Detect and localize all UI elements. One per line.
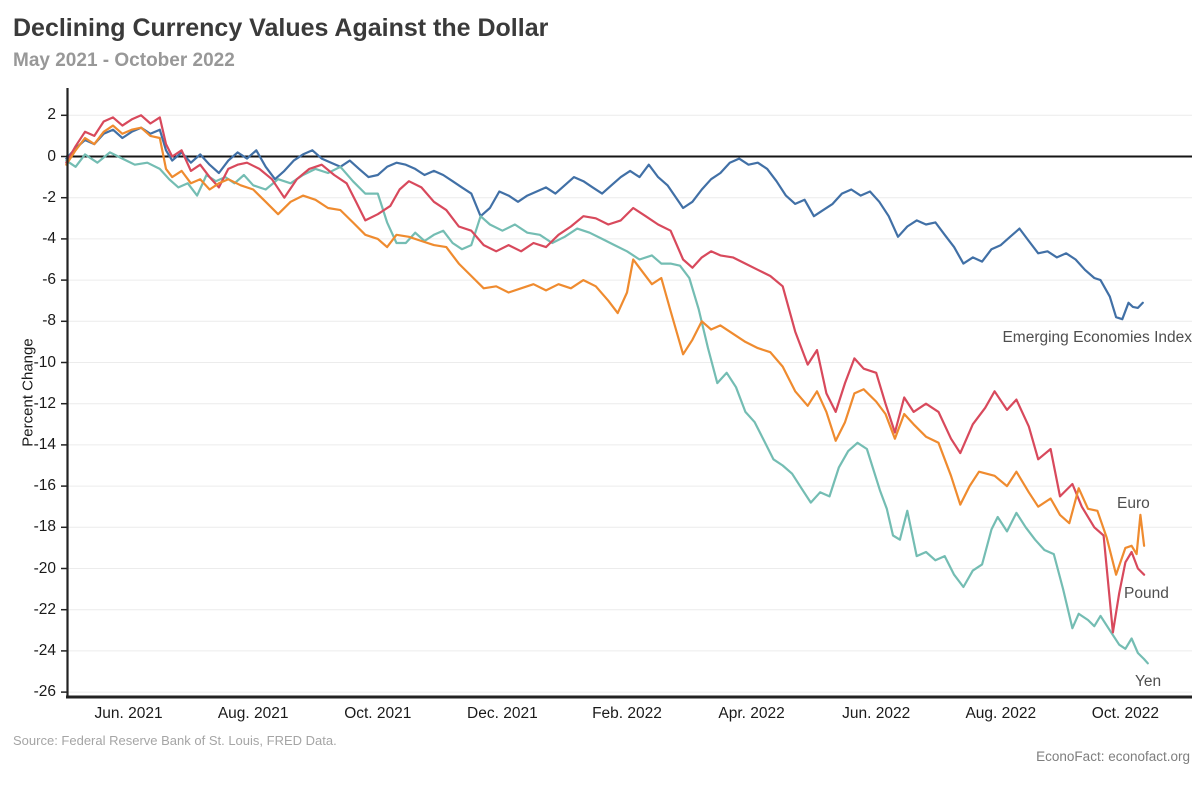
series-label-yen: Yen [1135, 673, 1162, 690]
x-tick-label: Aug. 2022 [965, 705, 1037, 722]
x-tick-label: Apr. 2022 [718, 705, 785, 722]
series-label-euro: Euro [1117, 495, 1150, 512]
y-tick-label: -6 [42, 271, 56, 289]
y-tick-label: -16 [33, 477, 56, 495]
x-tick-label: Oct. 2021 [344, 705, 412, 722]
series-label-pound: Pound [1124, 585, 1169, 602]
page-title: Declining Currency Values Against the Do… [13, 14, 549, 42]
y-tick-label: 0 [47, 147, 56, 165]
y-tick-label: -20 [33, 559, 56, 577]
source-note: Source: Federal Reserve Bank of St. Loui… [13, 733, 337, 748]
y-tick-label: -14 [33, 435, 56, 453]
y-tick-label: -18 [33, 518, 56, 536]
y-tick-label: -10 [33, 353, 56, 371]
y-tick-label: -8 [42, 312, 56, 330]
series-label-emerging-economies-index: Emerging Economies Index [1002, 329, 1192, 346]
x-tick-label: Jun. 2021 [94, 705, 163, 722]
series-line-euro [65, 124, 1146, 576]
y-tick-label: -2 [42, 188, 56, 206]
page-subtitle: May 2021 - October 2022 [13, 50, 235, 71]
x-tick-label: Jun. 2022 [842, 705, 911, 722]
y-tick-label: -24 [33, 641, 56, 659]
credit-note: EconoFact: econofact.org [1036, 749, 1190, 764]
y-tick-label: -4 [42, 229, 56, 247]
x-tick-label: Feb. 2022 [592, 705, 662, 722]
y-tick-label: 2 [47, 106, 56, 124]
x-tick-label: Dec. 2021 [467, 705, 538, 722]
series-line-pound [65, 114, 1146, 634]
series-line-yen [65, 151, 1149, 665]
y-tick-label: -12 [33, 394, 56, 412]
x-tick-label: Oct. 2022 [1091, 705, 1159, 722]
x-tick-label: Aug. 2021 [217, 705, 289, 722]
y-tick-label: -22 [33, 600, 56, 618]
series-line-emerging-economies-index [65, 126, 1144, 321]
y-tick-label: -26 [33, 683, 56, 701]
